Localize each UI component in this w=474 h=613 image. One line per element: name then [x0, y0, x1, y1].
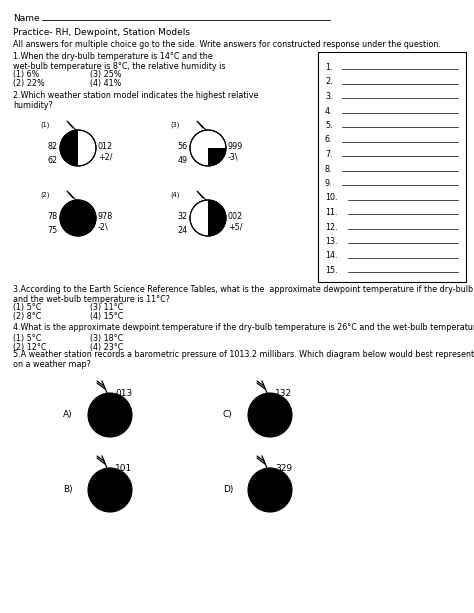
Text: 12.: 12. — [325, 223, 337, 232]
Text: 75: 75 — [48, 226, 58, 235]
Text: 013: 013 — [115, 389, 132, 398]
Text: 2.Which weather station model indicates the highest relative
humidity?: 2.Which weather station model indicates … — [13, 91, 258, 110]
Text: Name: Name — [13, 14, 40, 23]
Text: -3\: -3\ — [228, 153, 238, 162]
Wedge shape — [208, 148, 226, 166]
Text: (3): (3) — [171, 122, 180, 129]
Text: (2) 12°C: (2) 12°C — [13, 343, 46, 352]
Text: 10.: 10. — [325, 194, 337, 202]
Text: 4.What is the approximate dewpoint temperature if the dry-bulb temperature is 26: 4.What is the approximate dewpoint tempe… — [13, 323, 474, 332]
Text: 24: 24 — [178, 226, 188, 235]
Circle shape — [248, 468, 292, 512]
Text: 82: 82 — [48, 142, 58, 151]
Circle shape — [248, 393, 292, 437]
Text: (4) 41%: (4) 41% — [90, 79, 121, 88]
Text: A): A) — [63, 410, 73, 419]
Text: 002: 002 — [228, 212, 243, 221]
Text: 62: 62 — [48, 156, 58, 165]
Circle shape — [190, 200, 226, 236]
Text: 1.: 1. — [325, 63, 332, 72]
Text: (1) 5°C: (1) 5°C — [13, 334, 41, 343]
Text: Practice- RH, Dewpoint, Station Models: Practice- RH, Dewpoint, Station Models — [13, 28, 190, 37]
Text: 978: 978 — [98, 212, 113, 221]
Text: B): B) — [63, 485, 73, 494]
Text: (4) 23°C: (4) 23°C — [90, 343, 123, 352]
Wedge shape — [208, 200, 226, 236]
Text: 78: 78 — [48, 212, 58, 221]
Text: 132: 132 — [275, 389, 292, 398]
Text: (3) 18°C: (3) 18°C — [90, 334, 123, 343]
Text: 7.: 7. — [325, 150, 333, 159]
Text: 9.: 9. — [325, 179, 333, 188]
Text: 3.: 3. — [325, 92, 332, 101]
Text: 012: 012 — [98, 142, 113, 151]
Text: +2/: +2/ — [98, 153, 112, 162]
Circle shape — [88, 393, 132, 437]
Text: 2.: 2. — [325, 77, 333, 86]
Text: 14.: 14. — [325, 251, 337, 261]
Text: D): D) — [223, 485, 233, 494]
Text: (1): (1) — [41, 122, 50, 129]
Text: 999: 999 — [228, 142, 243, 151]
Text: 6.: 6. — [325, 135, 332, 145]
Text: 3.According to the Earth Science Reference Tables, what is the  approximate dewp: 3.According to the Earth Science Referen… — [13, 285, 474, 305]
Text: 5.A weather station records a barometric pressure of 1013.2 millibars. Which dia: 5.A weather station records a barometric… — [13, 350, 474, 370]
Text: (3) 25%: (3) 25% — [90, 70, 122, 79]
Wedge shape — [60, 200, 96, 236]
Text: +5/: +5/ — [228, 223, 243, 232]
Circle shape — [190, 130, 226, 166]
Text: 49: 49 — [178, 156, 188, 165]
Text: (3) 11°C: (3) 11°C — [90, 303, 123, 312]
Text: All answers for multiple choice go to the side. Write answers for constructed re: All answers for multiple choice go to th… — [13, 40, 441, 49]
Text: 8.: 8. — [325, 164, 332, 173]
Text: 32: 32 — [178, 212, 188, 221]
Circle shape — [88, 468, 132, 512]
Text: -2\: -2\ — [98, 223, 109, 232]
Wedge shape — [60, 130, 78, 166]
Text: 15.: 15. — [325, 266, 337, 275]
Bar — [318, 52, 466, 282]
Text: 5.: 5. — [325, 121, 333, 130]
Text: C): C) — [223, 410, 233, 419]
Circle shape — [60, 130, 96, 166]
Text: 1.When the dry-bulb temperature is 14°C and the
wet-bulb temperature is 8°C, the: 1.When the dry-bulb temperature is 14°C … — [13, 52, 226, 71]
Text: 4.: 4. — [325, 107, 332, 115]
Text: (2) 22%: (2) 22% — [13, 79, 45, 88]
Text: (1) 5°C: (1) 5°C — [13, 303, 41, 312]
Text: 329: 329 — [275, 464, 292, 473]
Text: (4) 15°C: (4) 15°C — [90, 312, 123, 321]
Text: 101: 101 — [115, 464, 132, 473]
Text: (1) 6%: (1) 6% — [13, 70, 39, 79]
Text: 13.: 13. — [325, 237, 337, 246]
Text: 11.: 11. — [325, 208, 337, 217]
Text: (2) 8°C: (2) 8°C — [13, 312, 41, 321]
Circle shape — [60, 200, 96, 236]
Text: 56: 56 — [178, 142, 188, 151]
Text: (4): (4) — [171, 192, 180, 199]
Text: (2): (2) — [40, 192, 50, 199]
